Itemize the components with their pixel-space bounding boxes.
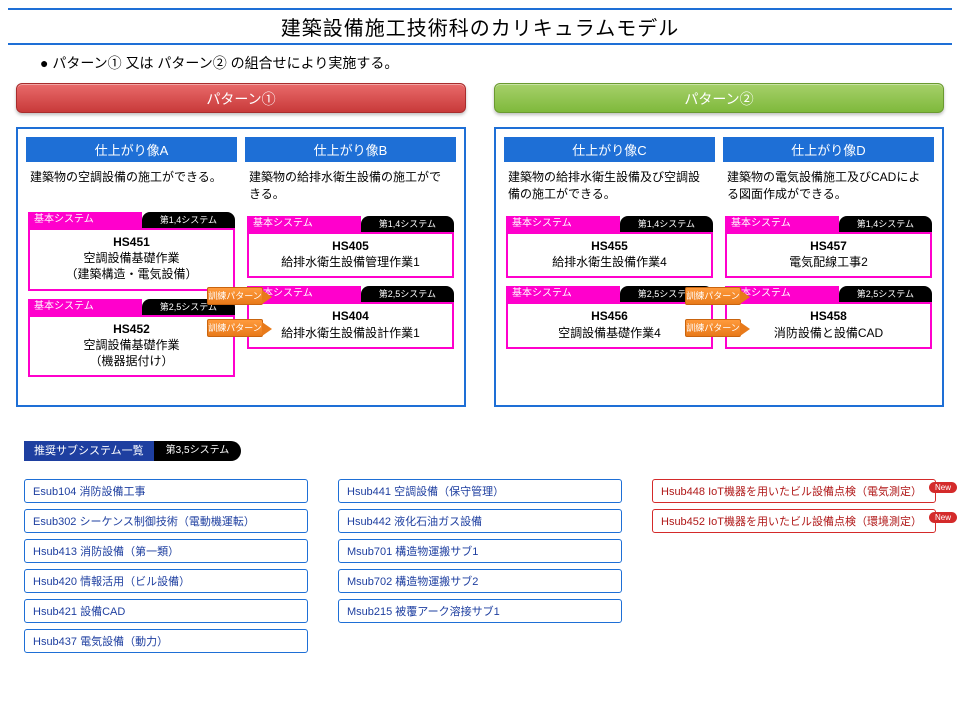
module-name-line: 空調設備基礎作業: [32, 337, 231, 353]
pattern-body: 仕上がり像A建築物の空調設備の施工ができる。基本システム第1,4システムHS45…: [16, 127, 466, 407]
module-name-line: 給排水衛生設備作業4: [510, 254, 709, 270]
rec-columns: Esub104 消防設備工事 Esub302 シーケンス制御技術（電動機運転） Hs…: [24, 479, 936, 653]
module-name-line: 電気配線工事2: [729, 254, 928, 270]
module-code: HS458: [729, 308, 928, 324]
module-card: 基本システム第2,5システムHS404給排水衛生設備設計作業1: [247, 286, 454, 348]
rec-item: Esub104 消防設備工事: [24, 479, 308, 503]
column-description: 建築物の給排水衛生設備及び空調設備の施工ができる。: [504, 162, 715, 212]
tag-base-system: 基本システム: [28, 212, 142, 228]
tag-base-system: 基本システム: [506, 286, 620, 302]
module-code: HS451: [32, 234, 231, 250]
pattern-header: パターン①: [16, 83, 466, 113]
module-body: HS451空調設備基礎作業（建築構造・電気設備）: [28, 228, 235, 291]
module-card: 基本システム第1,4システムHS457電気配線工事2: [725, 216, 932, 278]
recommended-section: 推奨サブシステム一覧 第3,5システム Esub104 消防設備工事 Esub30…: [0, 441, 960, 653]
pattern-block: パターン①仕上がり像A建築物の空調設備の施工ができる。基本システム第1,4システ…: [16, 83, 466, 407]
connector-badge: 訓練パターン: [685, 319, 741, 337]
rec-item: Msub215 被覆アーク溶接サブ1: [338, 599, 622, 623]
column-header: 仕上がり像D: [723, 137, 934, 162]
column-header: 仕上がり像C: [504, 137, 715, 162]
module-name-line: 空調設備基礎作業4: [510, 325, 709, 341]
module-code: HS452: [32, 321, 231, 337]
subtitle: ● パターン① 又は パターン② の組合せにより実施する。: [40, 53, 960, 73]
module-body: HS456空調設備基礎作業4: [506, 302, 713, 348]
rec-item: Hsub437 電気設備（動力）: [24, 629, 308, 653]
module-body: HS455給排水衛生設備作業4: [506, 232, 713, 278]
column-description: 建築物の給排水衛生設備の施工ができる。: [245, 162, 456, 212]
module-name-line: 給排水衛生設備設計作業1: [251, 325, 450, 341]
tag-base-system: 基本システム: [725, 216, 839, 232]
module-body: HS457電気配線工事2: [725, 232, 932, 278]
tag-system-number: 第2,5システム: [361, 286, 454, 302]
module-body: HS452空調設備基礎作業（機器据付け）: [28, 315, 235, 378]
module-body: HS405給排水衛生設備管理作業1: [247, 232, 454, 278]
rec-item: Msub702 構造物運搬サブ2: [338, 569, 622, 593]
module-code: HS455: [510, 238, 709, 254]
module-code: HS456: [510, 308, 709, 324]
tag-base-system: 基本システム: [28, 299, 142, 315]
tag-base-system: 基本システム: [247, 216, 361, 232]
module-name-line: 空調設備基礎作業: [32, 250, 231, 266]
rec-column: Hsub448 IoT機器を用いたビル設備点検（電気測定）New Hsub452 …: [652, 479, 936, 653]
rec-column: Esub104 消防設備工事 Esub302 シーケンス制御技術（電動機運転） Hs…: [24, 479, 308, 653]
tag-system-number: 第2,5システム: [839, 286, 932, 302]
rec-header-system: 第3,5システム: [154, 441, 242, 461]
module-body: HS458消防設備と設備CAD: [725, 302, 932, 348]
patterns-container: パターン①仕上がり像A建築物の空調設備の施工ができる。基本システム第1,4システ…: [0, 83, 960, 407]
rec-header: 推奨サブシステム一覧 第3,5システム: [24, 441, 241, 461]
tag-system-number: 第1,4システム: [361, 216, 454, 232]
module-code: HS404: [251, 308, 450, 324]
finish-column: 仕上がり像C建築物の給排水衛生設備及び空調設備の施工ができる。基本システム第1,…: [504, 137, 715, 393]
finish-column: 仕上がり像B建築物の給排水衛生設備の施工ができる。基本システム第1,4システムH…: [245, 137, 456, 393]
module-card: 基本システム第2,5システムHS458消防設備と設備CAD: [725, 286, 932, 348]
module-card: 基本システム第1,4システムHS451空調設備基礎作業（建築構造・電気設備）: [28, 212, 235, 291]
finish-column: 仕上がり像A建築物の空調設備の施工ができる。基本システム第1,4システムHS45…: [26, 137, 237, 393]
tag-system-number: 第1,4システム: [620, 216, 713, 232]
tag-base-system: 基本システム: [506, 216, 620, 232]
module-card: 基本システム第2,5システムHS456空調設備基礎作業4: [506, 286, 713, 348]
rec-item: Hsub420 情報活用（ビル設備）: [24, 569, 308, 593]
rec-item: Hsub452 IoT機器を用いたビル設備点検（環境測定）New: [652, 509, 936, 533]
pattern-body: 仕上がり像C建築物の給排水衛生設備及び空調設備の施工ができる。基本システム第1,…: [494, 127, 944, 407]
module-body: HS404給排水衛生設備設計作業1: [247, 302, 454, 348]
finish-column: 仕上がり像D建築物の電気設備施工及びCADによる図面作成ができる。基本システム第…: [723, 137, 934, 393]
page-title: 建築設備施工技術科のカリキュラムモデル: [281, 18, 679, 40]
module-name-line: （建築構造・電気設備）: [32, 266, 231, 282]
module-card: 基本システム第2,5システムHS452空調設備基礎作業（機器据付け）: [28, 299, 235, 378]
module-name-line: 消防設備と設備CAD: [729, 325, 928, 341]
module-code: HS405: [251, 238, 450, 254]
pattern-block: パターン②仕上がり像C建築物の給排水衛生設備及び空調設備の施工ができる。基本シス…: [494, 83, 944, 407]
column-description: 建築物の空調設備の施工ができる。: [26, 162, 237, 208]
title-bar: 建築設備施工技術科のカリキュラムモデル: [8, 8, 952, 45]
new-badge: New: [929, 482, 957, 493]
column-header: 仕上がり像B: [245, 137, 456, 162]
rec-item: Esub302 シーケンス制御技術（電動機運転）: [24, 509, 308, 533]
module-name-line: 給排水衛生設備管理作業1: [251, 254, 450, 270]
tag-system-number: 第1,4システム: [839, 216, 932, 232]
module-card: 基本システム第1,4システムHS405給排水衛生設備管理作業1: [247, 216, 454, 278]
rec-item: Hsub413 消防設備（第一類）: [24, 539, 308, 563]
tag-system-number: 第1,4システム: [142, 212, 235, 228]
rec-header-label: 推奨サブシステム一覧: [24, 441, 154, 461]
connector-badge: 訓練パターン: [207, 287, 263, 305]
column-header: 仕上がり像A: [26, 137, 237, 162]
module-name-line: （機器据付け）: [32, 353, 231, 369]
connector-badge: 訓練パターン: [207, 319, 263, 337]
rec-item: Hsub442 液化石油ガス設備: [338, 509, 622, 533]
rec-item: Hsub421 設備CAD: [24, 599, 308, 623]
rec-column: Hsub441 空調設備（保守管理） Hsub442 液化石油ガス設備 Msub70…: [338, 479, 622, 653]
rec-item: Msub701 構造物運搬サブ1: [338, 539, 622, 563]
column-description: 建築物の電気設備施工及びCADによる図面作成ができる。: [723, 162, 934, 212]
new-badge: New: [929, 512, 957, 523]
module-code: HS457: [729, 238, 928, 254]
module-card: 基本システム第1,4システムHS455給排水衛生設備作業4: [506, 216, 713, 278]
pattern-header: パターン②: [494, 83, 944, 113]
connector-badge: 訓練パターン: [685, 287, 741, 305]
rec-item: Hsub448 IoT機器を用いたビル設備点検（電気測定）New: [652, 479, 936, 503]
rec-item: Hsub441 空調設備（保守管理）: [338, 479, 622, 503]
